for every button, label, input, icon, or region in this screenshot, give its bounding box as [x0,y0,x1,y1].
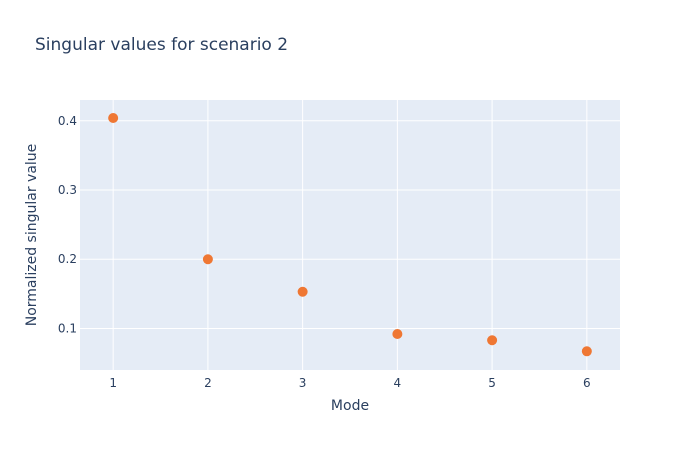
data-point [581,346,592,357]
y-tick-label: 0.3 [58,183,77,197]
plot-area [80,100,620,370]
y-tick-label: 0.1 [58,321,77,335]
x-tick-label: 5 [488,376,496,390]
chart-title: Singular values for scenario 2 [35,35,288,55]
x-tick-label: 1 [109,376,117,390]
x-gridlines [112,100,588,370]
data-point [297,286,308,297]
data-point [202,254,213,265]
data-point [392,329,403,339]
y-tick-label: 0.4 [58,114,77,128]
y-axis-title: Normalized singular value [24,144,40,327]
y-axis-ticks: 0.1 0.2 0.3 0.4 [58,114,77,336]
x-axis-title: Mode [331,398,369,414]
data-point [108,113,119,123]
x-tick-label: 2 [204,376,212,390]
y-gridlines [80,120,620,329]
data-point [487,335,498,346]
x-tick-label: 6 [583,376,591,390]
x-tick-label: 4 [394,376,402,390]
data-points [108,113,592,357]
y-tick-label: 0.2 [58,252,77,266]
x-tick-label: 3 [299,376,307,390]
x-axis-ticks: 1 2 3 4 5 6 [109,376,590,390]
